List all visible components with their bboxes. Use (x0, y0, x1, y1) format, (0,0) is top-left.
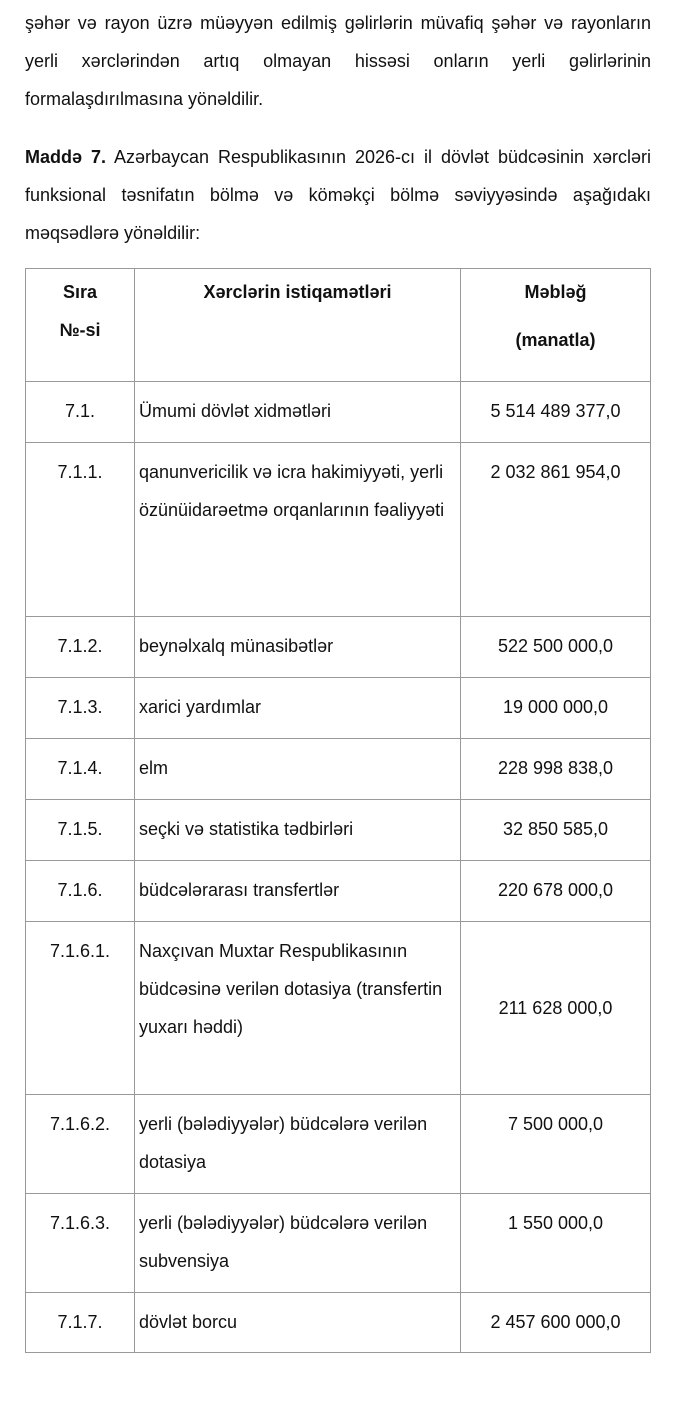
table-header-row: Sıra №-si Xərclərin istiqamətləri Məbləğ(… (25, 268, 651, 382)
row-amount: 2 457 600 000,0 (460, 1292, 651, 1353)
row-description: yerli (bələdiyyələr) büdcələrə verilən d… (134, 1094, 461, 1194)
row-description: qanunvericilik və icra hakimiyyəti, yerl… (134, 442, 461, 617)
header-number: Sıra №-si (25, 268, 135, 382)
table-row: 7.1.7. dövlət borcu 2 457 600 000,0 (25, 1292, 651, 1353)
row-description: büdcələrarası transfertlər (134, 860, 461, 922)
table-row: 7.1.5. seçki və statistika tədbirləri 32 8… (25, 799, 651, 861)
row-amount: 19 000 000,0 (460, 677, 651, 739)
expenditure-table: Sıra №-si Xərclərin istiqamətləri Məbləğ(… (25, 268, 651, 1353)
table-row: 7.1.6.3. yerli (bələdiyyələr) büdcələrə v… (25, 1193, 651, 1293)
row-amount: 7 500 000,0 (460, 1094, 651, 1194)
article-paragraph: Maddə 7. Azərbaycan Respublikasının 2026… (25, 138, 651, 252)
table-row: 7.1.6.1. Naxçıvan Muxtar Respublikasının … (25, 921, 651, 1095)
row-amount: 211 628 000,0 (460, 921, 651, 1095)
row-description: yerli (bələdiyyələr) büdcələrə verilən s… (134, 1193, 461, 1293)
row-description: Ümumi dövlət xidmətləri (134, 381, 461, 443)
row-description: beynəlxalq münasibətlər (134, 616, 461, 678)
row-number: 7.1.3. (25, 677, 135, 739)
row-amount: 220 678 000,0 (460, 860, 651, 922)
row-amount: 228 998 838,0 (460, 738, 651, 800)
row-amount: 522 500 000,0 (460, 616, 651, 678)
article-label: Maddə 7. (25, 147, 106, 167)
row-number: 7.1.7. (25, 1292, 135, 1353)
row-number: 7.1.4. (25, 738, 135, 800)
row-number: 7.1.2. (25, 616, 135, 678)
row-description: xarici yardımlar (134, 677, 461, 739)
row-number: 7.1.6. (25, 860, 135, 922)
table-row: 7.1. Ümumi dövlət xidmətləri 5 514 489 377… (25, 381, 651, 443)
table-row: 7.1.4. elm 228 998 838,0 (25, 738, 651, 800)
row-number: 7.1. (25, 381, 135, 443)
table-row: 7.1.6.2. yerli (bələdiyyələr) büdcələrə v… (25, 1094, 651, 1194)
header-direction: Xərclərin istiqamətləri (134, 268, 461, 382)
row-number: 7.1.1. (25, 442, 135, 617)
table-row: 7.1.1. qanunvericilik və icra hakimiyyəti… (25, 442, 651, 617)
row-amount: 2 032 861 954,0 (460, 442, 651, 617)
row-description: elm (134, 738, 461, 800)
row-number: 7.1.6.3. (25, 1193, 135, 1293)
row-number: 7.1.6.2. (25, 1094, 135, 1194)
row-description: Naxçıvan Muxtar Respublikasının büdcəsin… (134, 921, 461, 1095)
row-description: seçki və statistika tədbirləri (134, 799, 461, 861)
row-amount: 32 850 585,0 (460, 799, 651, 861)
row-amount: 1 550 000,0 (460, 1193, 651, 1293)
paragraph: şəhər və rayon üzrə müəyyən edilmiş gəli… (25, 13, 651, 109)
header-amount: Məbləğ (manatla) (460, 268, 651, 382)
table-row: 7.1.6. büdcələrarası transfertlər 220 678 … (25, 860, 651, 922)
row-number: 7.1.6.1. (25, 921, 135, 1095)
row-number: 7.1.5. (25, 799, 135, 861)
article-text: Azərbaycan Respublikasının 2026-cı il dö… (25, 147, 651, 243)
table-row: 7.1.2. beynəlxalq münasibətlər 522 500 000… (25, 616, 651, 678)
row-amount: 5 514 489 377,0 (460, 381, 651, 443)
table-row: 7.1.3. xarici yardımlar 19 000 000,0 (25, 677, 651, 739)
row-description: dövlət borcu (134, 1292, 461, 1353)
